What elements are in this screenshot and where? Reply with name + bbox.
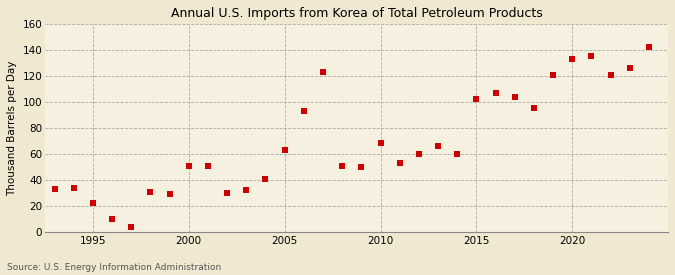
Point <box>126 224 137 229</box>
Point <box>586 54 597 59</box>
Point <box>643 45 654 50</box>
Point <box>375 141 386 146</box>
Point <box>164 192 175 196</box>
Point <box>529 106 539 111</box>
Point <box>490 90 501 95</box>
Point <box>184 163 194 168</box>
Point <box>414 152 425 156</box>
Title: Annual U.S. Imports from Korea of Total Petroleum Products: Annual U.S. Imports from Korea of Total … <box>171 7 543 20</box>
Point <box>222 191 233 195</box>
Point <box>202 163 213 168</box>
Point <box>452 152 462 156</box>
Point <box>567 57 578 61</box>
Point <box>145 189 156 194</box>
Point <box>68 186 79 190</box>
Point <box>471 97 482 101</box>
Point <box>260 176 271 181</box>
Point <box>107 217 117 221</box>
Point <box>279 148 290 152</box>
Point <box>624 66 635 70</box>
Point <box>547 72 558 77</box>
Point <box>88 201 99 205</box>
Point <box>241 188 252 192</box>
Point <box>433 144 443 148</box>
Point <box>298 109 309 113</box>
Point <box>605 72 616 77</box>
Point <box>510 95 520 99</box>
Text: Source: U.S. Energy Information Administration: Source: U.S. Energy Information Administ… <box>7 263 221 272</box>
Point <box>356 165 367 169</box>
Point <box>337 163 348 168</box>
Point <box>318 70 329 74</box>
Point <box>394 161 405 165</box>
Y-axis label: Thousand Barrels per Day: Thousand Barrels per Day <box>7 60 17 196</box>
Point <box>49 187 60 191</box>
